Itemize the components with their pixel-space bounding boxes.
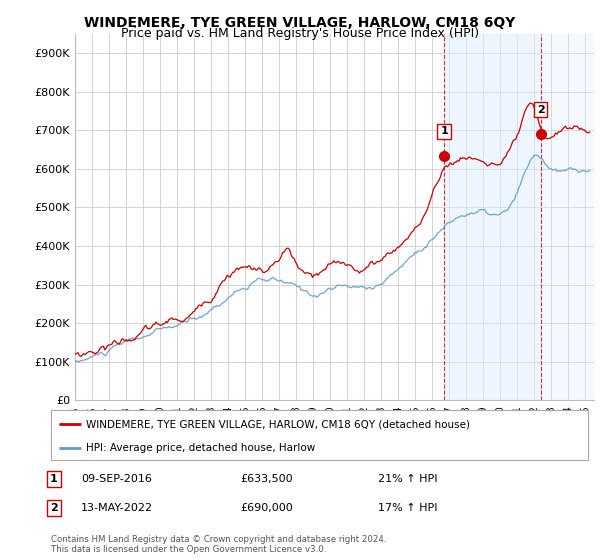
- Text: 2: 2: [50, 503, 58, 513]
- Text: £633,500: £633,500: [240, 474, 293, 484]
- Text: Price paid vs. HM Land Registry's House Price Index (HPI): Price paid vs. HM Land Registry's House …: [121, 27, 479, 40]
- Bar: [541, 34, 594, 400]
- Text: WINDEMERE, TYE GREEN VILLAGE, HARLOW, CM18 6QY: WINDEMERE, TYE GREEN VILLAGE, HARLOW, CM…: [85, 16, 515, 30]
- Text: 17% ↑ HPI: 17% ↑ HPI: [378, 503, 437, 513]
- Text: 13-MAY-2022: 13-MAY-2022: [81, 503, 153, 513]
- Text: HPI: Average price, detached house, Harlow: HPI: Average price, detached house, Harl…: [86, 443, 315, 452]
- Bar: [444, 34, 541, 400]
- Text: 1: 1: [50, 474, 58, 484]
- Text: 09-SEP-2016: 09-SEP-2016: [81, 474, 152, 484]
- Text: 1: 1: [440, 127, 448, 137]
- Text: 21% ↑ HPI: 21% ↑ HPI: [378, 474, 437, 484]
- Text: Contains HM Land Registry data © Crown copyright and database right 2024.
This d: Contains HM Land Registry data © Crown c…: [51, 535, 386, 554]
- Text: £690,000: £690,000: [240, 503, 293, 513]
- Text: 2: 2: [536, 105, 544, 115]
- Text: WINDEMERE, TYE GREEN VILLAGE, HARLOW, CM18 6QY (detached house): WINDEMERE, TYE GREEN VILLAGE, HARLOW, CM…: [86, 419, 470, 429]
